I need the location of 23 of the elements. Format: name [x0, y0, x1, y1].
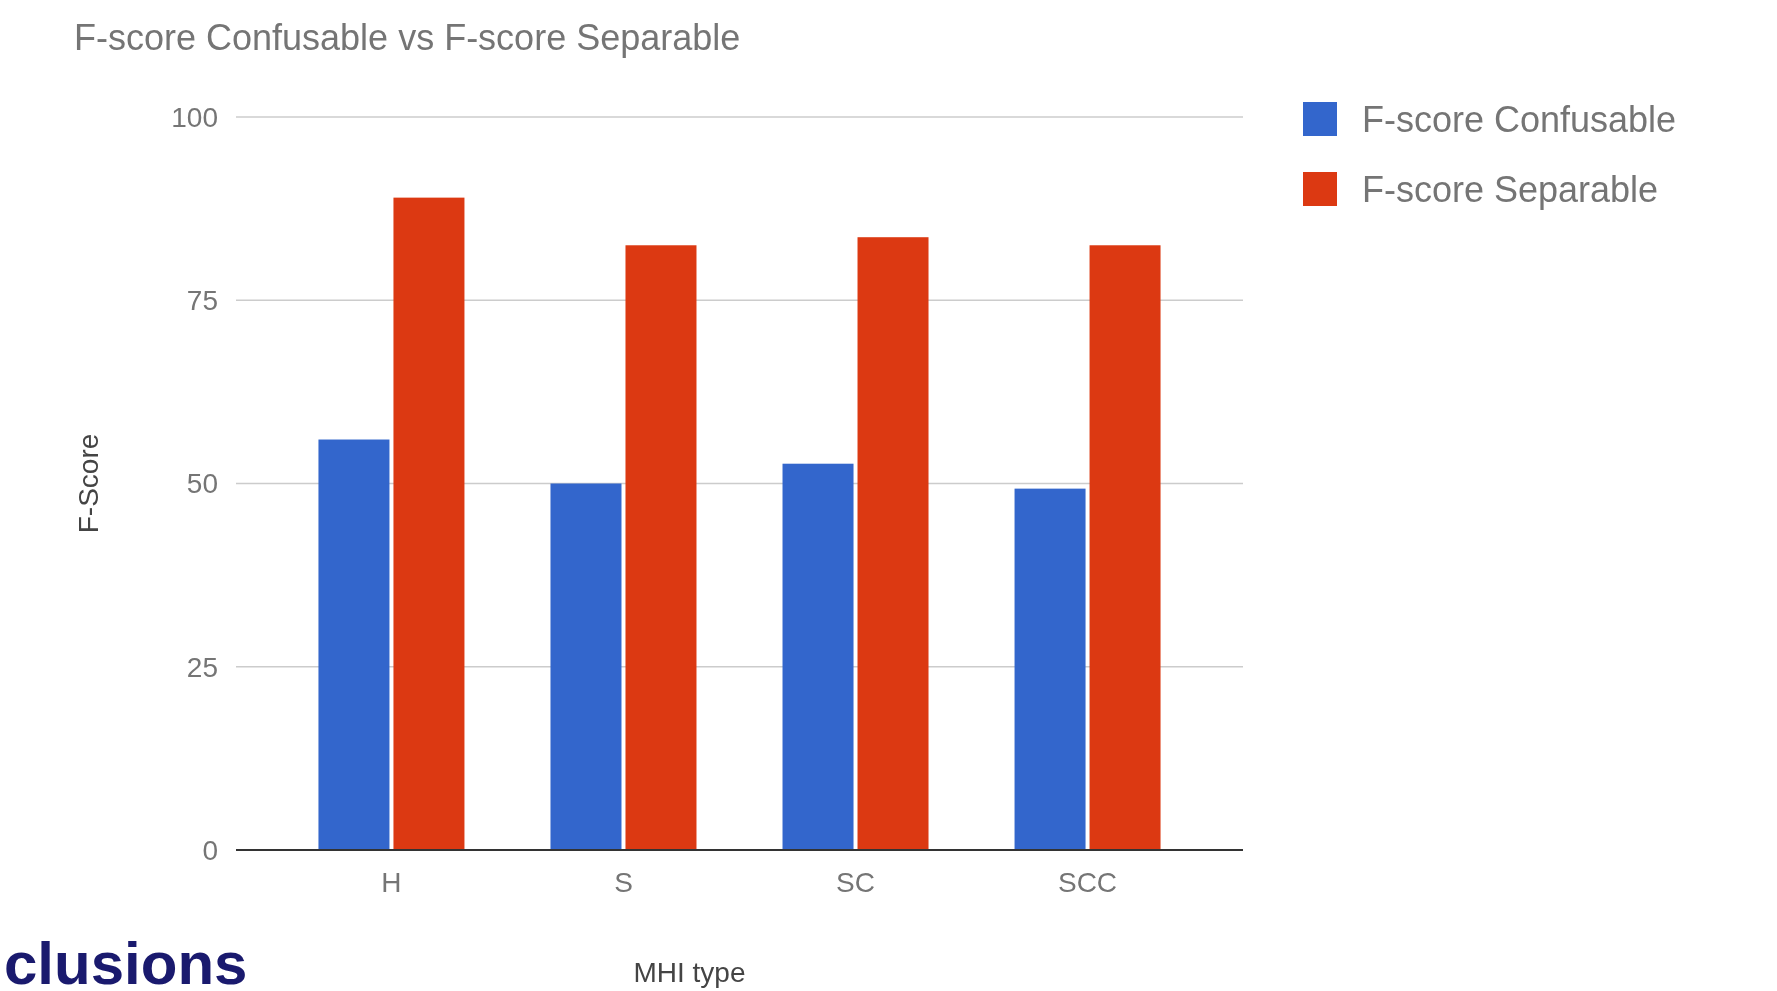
bar [1089, 245, 1161, 850]
bar [857, 237, 929, 850]
y-axis-title: F-Score [73, 433, 104, 534]
legend-label: F-score Separable [1362, 168, 1659, 210]
text: clusions [4, 930, 248, 991]
x-tick-label: S [614, 867, 633, 898]
bar [550, 483, 622, 850]
y-tick-label: 25 [186, 651, 218, 683]
chart-title: F-score Confusable vs F-score Separable [74, 17, 741, 58]
y-tick-label: 50 [186, 468, 218, 500]
legend-label: F-score Confusable [1362, 98, 1677, 140]
bar [782, 463, 854, 850]
x-tick-label: SC [836, 867, 875, 898]
y-tick-label: 0 [202, 834, 218, 866]
x-tick-label: H [381, 867, 402, 898]
x-tick-label: SCC [1057, 867, 1118, 898]
x-axis-title: MHI type [633, 957, 746, 988]
y-tick-label: 100 [171, 101, 218, 133]
bar [393, 197, 465, 850]
bar [318, 439, 390, 850]
y-tick-label: 75 [186, 285, 218, 317]
bar [1014, 488, 1086, 850]
bar [625, 245, 697, 850]
